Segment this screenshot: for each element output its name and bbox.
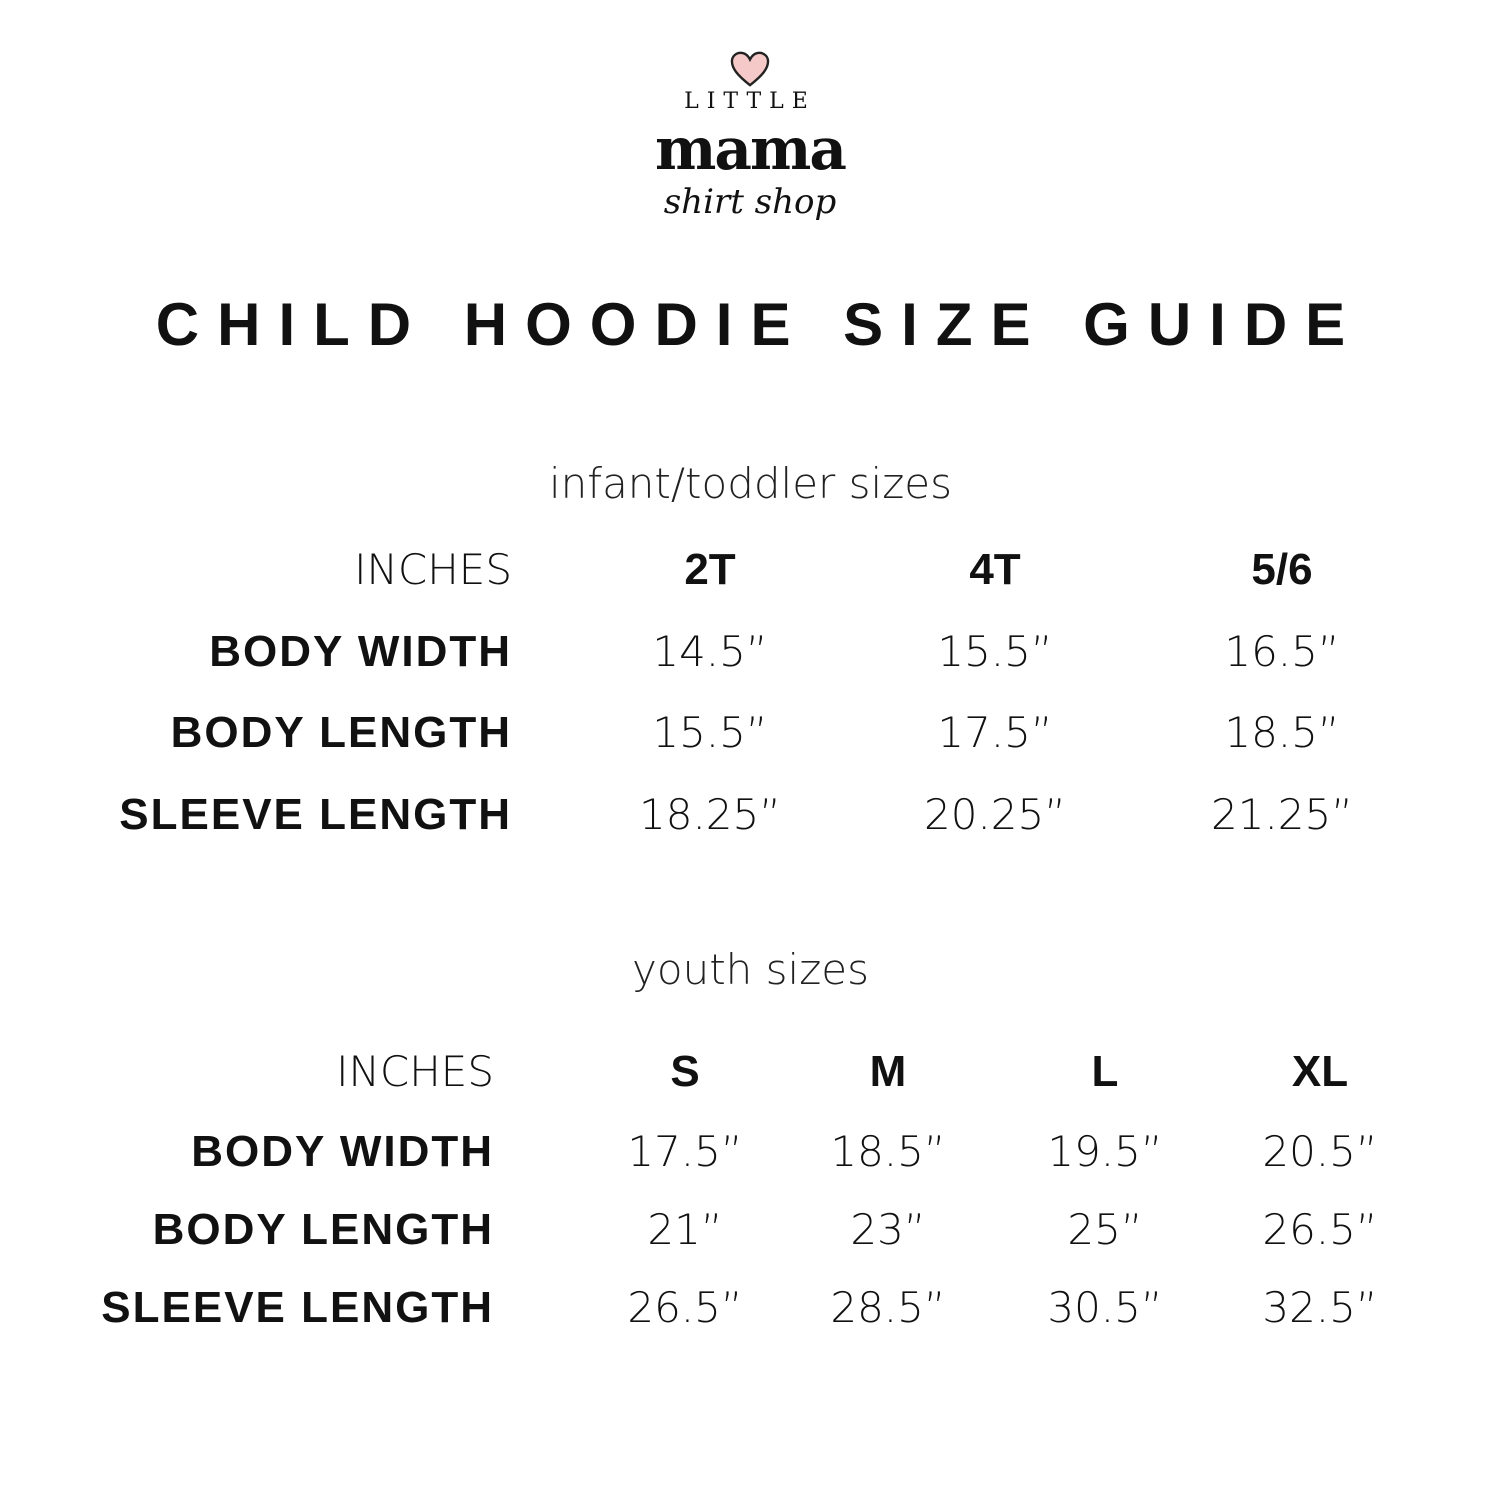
unit-label: INCHES [354, 545, 512, 594]
heart-icon [730, 51, 770, 87]
measurement-cell: 23” [850, 1205, 926, 1254]
measurement-cell: 26.5” [627, 1283, 743, 1332]
size-column-header: 4T [969, 545, 1021, 594]
measurement-cell: 26.5” [1262, 1205, 1378, 1254]
row-label: SLEEVE LENGTH [101, 1283, 494, 1332]
row-label: BODY WIDTH [191, 1127, 494, 1176]
size-column-header: L [1091, 1047, 1119, 1096]
logo-shirt-shop: shirt shop [663, 182, 837, 222]
measurement-cell: 28.5” [830, 1283, 946, 1332]
measurement-cell: 20.5” [1262, 1127, 1378, 1176]
size-column-header: XL [1291, 1047, 1349, 1096]
brand-logo: LITTLE mama shirt shop [600, 50, 900, 250]
row-label: SLEEVE LENGTH [119, 790, 512, 839]
size-column-header: S [670, 1047, 700, 1096]
measurement-cell: 30.5” [1047, 1283, 1163, 1332]
size-column-header: 5/6 [1251, 545, 1313, 594]
measurement-cell: 14.5” [652, 627, 768, 676]
measurement-cell: 15.5” [652, 708, 768, 757]
logo-mama: mama [655, 115, 847, 183]
measurement-cell: 17.5” [627, 1127, 743, 1176]
row-label: BODY LENGTH [170, 708, 512, 757]
measurement-cell: 16.5” [1224, 627, 1340, 676]
unit-label: INCHES [336, 1047, 494, 1096]
logo-little: LITTLE [684, 89, 816, 114]
row-label: BODY LENGTH [152, 1205, 494, 1254]
page-title: CHILD HOODIE SIZE GUIDE [155, 291, 1364, 358]
measurement-cell: 25” [1067, 1205, 1143, 1254]
measurement-cell: 18.5” [830, 1127, 946, 1176]
table-subtitle: infant/toddler sizes [549, 459, 952, 508]
measurement-cell: 32.5” [1262, 1283, 1378, 1332]
measurement-cell: 21” [647, 1205, 723, 1254]
measurement-cell: 18.25” [639, 790, 781, 839]
measurement-cell: 20.25” [924, 790, 1066, 839]
measurement-cell: 18.5” [1224, 708, 1340, 757]
table-subtitle: youth sizes [632, 945, 869, 994]
measurement-cell: 19.5” [1047, 1127, 1163, 1176]
measurement-cell: 21.25” [1211, 790, 1353, 839]
size-column-header: 2T [684, 545, 736, 594]
row-label: BODY WIDTH [209, 627, 512, 676]
size-column-header: M [869, 1047, 907, 1096]
measurement-cell: 17.5” [937, 708, 1053, 757]
measurement-cell: 15.5” [937, 627, 1053, 676]
